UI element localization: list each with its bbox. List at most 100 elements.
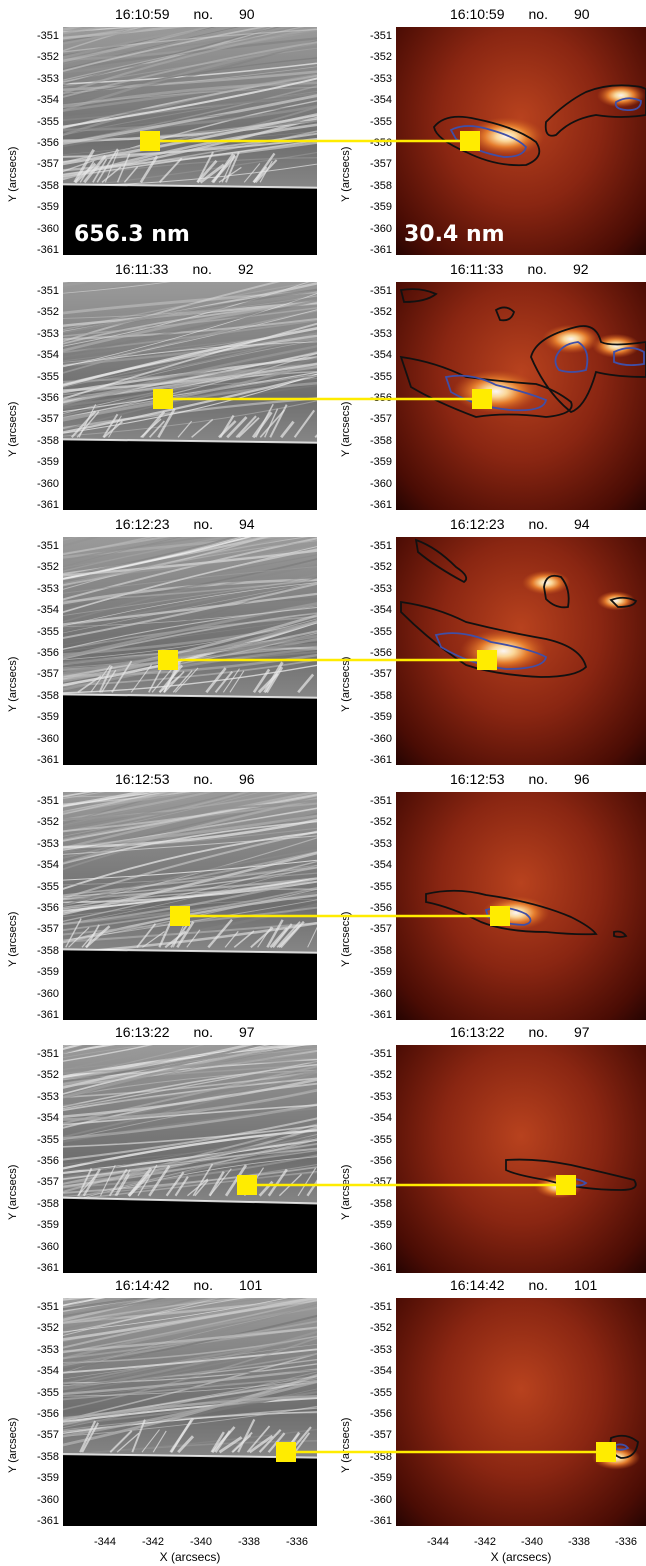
y-tick-label: -359 — [36, 711, 59, 724]
frame-time: 16:12:53 — [115, 771, 170, 787]
y-tick-label: -354 — [369, 859, 392, 872]
frame-no-label: no. — [527, 261, 547, 277]
y-tick-label: -359 — [369, 1219, 392, 1232]
y-tick-label: -353 — [369, 327, 392, 340]
x-axis-label: X (arcsecs) — [490, 1550, 552, 1564]
y-axis-label: Y (arcsecs) — [7, 656, 19, 712]
y-axis-label: Y (arcsecs) — [7, 1164, 19, 1220]
y-tick-label: -353 — [36, 327, 59, 340]
contour-inner — [615, 1443, 630, 1451]
y-tick-label: -358 — [36, 689, 59, 702]
y-tick-label: -353 — [369, 837, 392, 850]
y-tick-label: -357 — [36, 1176, 59, 1189]
frame-time: 16:14:42 — [115, 1277, 170, 1293]
h-alpha-image — [63, 1045, 317, 1273]
y-tick-label: -355 — [369, 1386, 392, 1399]
y-tick-label: -356 — [36, 137, 59, 149]
y-tick-label: -353 — [36, 837, 59, 850]
y-tick-label: -354 — [369, 94, 392, 107]
x-axis-label: X (arcsecs) — [159, 1550, 221, 1564]
y-tick-label: -355 — [36, 880, 59, 893]
panel-title-left: 16:12:23 no. 94 — [115, 516, 255, 532]
contour-outer — [399, 355, 573, 418]
panel-title-right: 16:11:33 no. 92 — [450, 261, 589, 277]
y-tick-label: -356 — [36, 647, 59, 659]
y-tick-label: -361 — [36, 499, 59, 511]
y-tick-label: -355 — [36, 1133, 59, 1146]
y-tick-label: -357 — [369, 1429, 392, 1442]
contour-outer — [530, 325, 646, 414]
y-tick-label: -359 — [369, 1472, 392, 1485]
y-tick-label: -351 — [369, 540, 392, 552]
y-tick-label: -357 — [36, 668, 59, 681]
y-tick-label: -358 — [36, 944, 59, 957]
y-tick-label: -353 — [36, 582, 59, 595]
h-alpha-image — [63, 792, 317, 1020]
y-tick-label: -355 — [369, 115, 392, 128]
y-tick-label: -358 — [369, 179, 392, 192]
y-tick-label: -351 — [36, 1048, 59, 1060]
y-tick-label: -354 — [36, 859, 59, 872]
contour-outer — [613, 930, 628, 938]
y-tick-label: -356 — [36, 902, 59, 914]
x-tick-label: -338 — [237, 1536, 261, 1548]
wavelength-label-left: 656.3 nm — [74, 222, 190, 247]
x-tick-label: -342 — [141, 1536, 165, 1548]
frame-no-label: no. — [193, 1024, 213, 1040]
y-tick-label: -354 — [369, 1112, 392, 1125]
y-axis-label: Y (arcsecs) — [340, 656, 352, 712]
frame-no-label: no. — [528, 1277, 548, 1293]
y-tick-label: -357 — [36, 923, 59, 936]
y-tick-label: -360 — [369, 222, 392, 235]
frame-time: 16:13:22 — [450, 1024, 505, 1040]
panel-title-right: 16:12:53 no. 96 — [450, 771, 590, 787]
x-tick-label: -336 — [285, 1536, 309, 1548]
y-tick-label: -359 — [36, 1219, 59, 1232]
frame-number: 90 — [238, 6, 255, 22]
y-tick-label: -356 — [369, 392, 392, 404]
y-tick-label: -356 — [36, 1155, 59, 1167]
x-tick-label: -340 — [189, 1536, 213, 1548]
y-tick-label: -356 — [36, 1408, 59, 1420]
frame-no-label: no. — [193, 1277, 213, 1293]
y-tick-label: -357 — [36, 413, 59, 426]
y-tick-label: -351 — [36, 285, 59, 297]
y-tick-label: -352 — [36, 1069, 59, 1082]
y-tick-label: -361 — [369, 499, 392, 511]
frame-number: 92 — [572, 261, 589, 277]
y-tick-label: -355 — [36, 370, 59, 383]
contour-inner — [614, 97, 642, 111]
y-tick-label: -359 — [36, 966, 59, 979]
y-tick-label: -351 — [36, 1301, 59, 1313]
frame-no-label: no. — [528, 6, 548, 22]
y-tick-label: -352 — [369, 561, 392, 574]
y-tick-label: -353 — [36, 1090, 59, 1103]
y-tick-label: -361 — [36, 1009, 59, 1021]
contour-outer — [494, 306, 516, 322]
y-tick-label: -356 — [369, 1408, 392, 1420]
y-tick-label: -358 — [369, 944, 392, 957]
panel-title-right: 16:14:42 no. 101 — [450, 1277, 597, 1293]
y-axis-label: Y (arcsecs) — [7, 1417, 19, 1473]
y-tick-label: -361 — [369, 1262, 392, 1274]
frame-time: 16:12:23 — [450, 516, 505, 532]
frame-number: 101 — [573, 1277, 598, 1293]
contour-outer — [505, 1158, 637, 1191]
y-tick-label: -357 — [369, 668, 392, 681]
h-alpha-image — [63, 537, 317, 765]
y-tick-label: -360 — [369, 477, 392, 490]
y-tick-label: -357 — [369, 413, 392, 426]
frame-number: 101 — [238, 1277, 263, 1293]
y-tick-label: -359 — [36, 201, 59, 214]
y-tick-label: -360 — [36, 222, 59, 235]
frame-time: 16:13:22 — [115, 1024, 170, 1040]
y-tick-label: -352 — [36, 306, 59, 319]
y-tick-label: -355 — [369, 880, 392, 893]
contour-inner — [449, 125, 527, 158]
y-axis-label: Y (arcsecs) — [340, 1164, 352, 1220]
y-tick-label: -356 — [36, 392, 59, 404]
y-tick-label: -361 — [369, 1009, 392, 1021]
y-tick-label: -354 — [369, 1365, 392, 1378]
contour-outer — [399, 288, 438, 303]
